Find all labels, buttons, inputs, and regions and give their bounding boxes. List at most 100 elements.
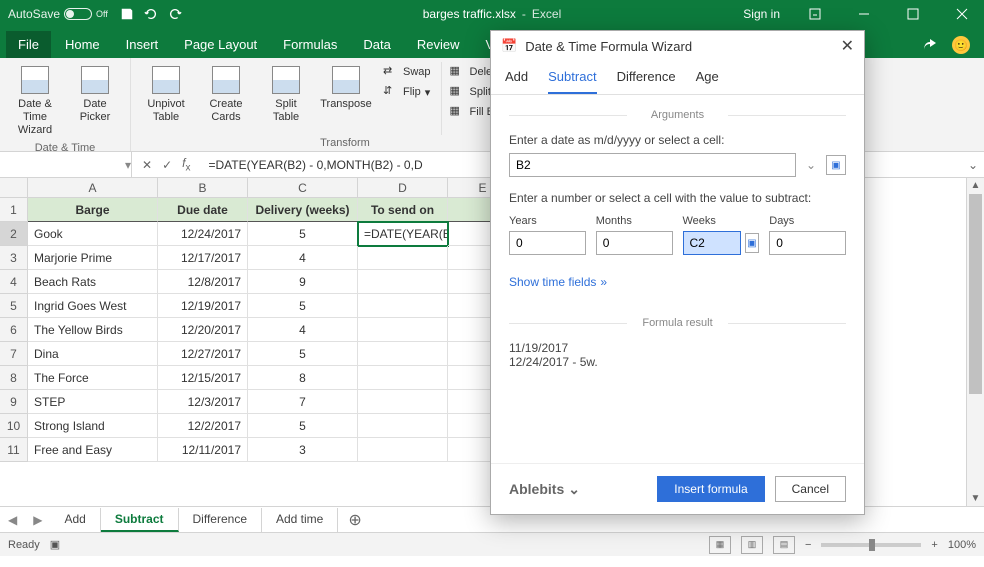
- split-table-button[interactable]: SplitTable: [259, 62, 313, 135]
- cell[interactable]: 5: [248, 222, 358, 246]
- sheet-tab[interactable]: Difference: [179, 508, 262, 532]
- cancel-formula-icon[interactable]: ✕: [142, 158, 152, 172]
- sign-in-link[interactable]: Sign in: [743, 7, 780, 21]
- header-cell[interactable]: Barge: [28, 198, 158, 222]
- cell[interactable]: 12/15/2017: [158, 366, 248, 390]
- cell[interactable]: 5: [248, 342, 358, 366]
- cell[interactable]: Marjorie Prime: [28, 246, 158, 270]
- date-time-wizard-button[interactable]: Date &Time Wizard: [8, 62, 62, 140]
- show-time-fields-link[interactable]: Show time fields »: [509, 275, 607, 289]
- cell[interactable]: Free and Easy: [28, 438, 158, 462]
- row-header[interactable]: 6: [0, 318, 28, 342]
- close-icon[interactable]: [939, 0, 984, 28]
- column-header[interactable]: C: [248, 178, 358, 198]
- date-picker-button[interactable]: DatePicker: [68, 62, 122, 140]
- undo-icon[interactable]: [144, 7, 158, 21]
- dropdown-icon[interactable]: ⌄: [802, 158, 820, 172]
- tab-file[interactable]: File: [6, 31, 51, 58]
- months-input[interactable]: [596, 231, 673, 255]
- tab-formulas[interactable]: Formulas: [271, 31, 349, 58]
- row-header[interactable]: 10: [0, 414, 28, 438]
- insert-formula-button[interactable]: Insert formula: [657, 476, 764, 502]
- select-all-button[interactable]: [0, 178, 28, 198]
- cell-reference-button[interactable]: ▣: [826, 155, 846, 175]
- cell[interactable]: [358, 366, 448, 390]
- wizard-tab-age[interactable]: Age: [696, 69, 719, 94]
- transpose-button[interactable]: Transpose: [319, 62, 373, 135]
- feedback-icon[interactable]: 🙂: [952, 36, 970, 54]
- sheet-tab[interactable]: Add: [50, 508, 100, 532]
- cell[interactable]: Beach Rats: [28, 270, 158, 294]
- cell[interactable]: 4: [248, 318, 358, 342]
- header-cell[interactable]: Due date: [158, 198, 248, 222]
- weeks-input[interactable]: [683, 231, 741, 255]
- cell[interactable]: [358, 390, 448, 414]
- sheet-nav-next-icon[interactable]: ▶: [25, 513, 50, 527]
- unpivot-button[interactable]: UnpivotTable: [139, 62, 193, 135]
- zoom-in-button[interactable]: +: [931, 539, 937, 551]
- cell[interactable]: 12/20/2017: [158, 318, 248, 342]
- cell[interactable]: Gook: [28, 222, 158, 246]
- cell[interactable]: 12/19/2017: [158, 294, 248, 318]
- row-header[interactable]: 4: [0, 270, 28, 294]
- tab-data[interactable]: Data: [351, 31, 402, 58]
- cell[interactable]: [358, 414, 448, 438]
- cell[interactable]: 12/11/2017: [158, 438, 248, 462]
- scroll-up-icon[interactable]: ▲: [967, 180, 984, 191]
- cell[interactable]: The Force: [28, 366, 158, 390]
- scroll-down-icon[interactable]: ▼: [967, 493, 984, 504]
- cell[interactable]: 9: [248, 270, 358, 294]
- cell[interactable]: 5: [248, 294, 358, 318]
- row-header[interactable]: 1: [0, 198, 28, 222]
- name-box[interactable]: ▾: [0, 152, 132, 177]
- cell[interactable]: 12/27/2017: [158, 342, 248, 366]
- save-icon[interactable]: [120, 7, 134, 21]
- column-header[interactable]: B: [158, 178, 248, 198]
- cell[interactable]: [358, 294, 448, 318]
- cell[interactable]: =DATE(YEAR(B2) - 0,M: [358, 222, 448, 246]
- row-header[interactable]: 3: [0, 246, 28, 270]
- formula-expand-icon[interactable]: ⌄: [962, 158, 984, 172]
- scroll-thumb[interactable]: [969, 194, 982, 394]
- tab-home[interactable]: Home: [53, 31, 112, 58]
- accept-formula-icon[interactable]: ✓: [162, 158, 172, 172]
- zoom-slider[interactable]: [821, 543, 921, 547]
- cell[interactable]: 7: [248, 390, 358, 414]
- cell[interactable]: 12/2/2017: [158, 414, 248, 438]
- autosave-toggle[interactable]: AutoSave Off: [8, 7, 108, 21]
- redo-icon[interactable]: [168, 7, 182, 21]
- sheet-tab[interactable]: Subtract: [101, 508, 179, 532]
- cell[interactable]: STEP: [28, 390, 158, 414]
- cell[interactable]: 12/17/2017: [158, 246, 248, 270]
- page-break-view-button[interactable]: ▤: [773, 536, 795, 554]
- cell[interactable]: [358, 342, 448, 366]
- date-input[interactable]: [509, 153, 796, 177]
- swap-button[interactable]: ⇄Swap: [383, 64, 431, 80]
- cancel-button[interactable]: Cancel: [775, 476, 846, 502]
- zoom-out-button[interactable]: −: [805, 539, 811, 551]
- normal-view-button[interactable]: ▦: [709, 536, 731, 554]
- cell[interactable]: 12/8/2017: [158, 270, 248, 294]
- sheet-nav-prev-icon[interactable]: ◀: [0, 513, 25, 527]
- macro-record-icon[interactable]: ▣: [50, 538, 60, 551]
- cell[interactable]: 4: [248, 246, 358, 270]
- maximize-icon[interactable]: [890, 0, 935, 28]
- column-header[interactable]: D: [358, 178, 448, 198]
- cell[interactable]: Strong Island: [28, 414, 158, 438]
- cell[interactable]: Dina: [28, 342, 158, 366]
- cell[interactable]: Ingrid Goes West: [28, 294, 158, 318]
- cell[interactable]: The Yellow Birds: [28, 318, 158, 342]
- row-header[interactable]: 8: [0, 366, 28, 390]
- ablebits-brand[interactable]: Ablebits ⌄: [509, 481, 580, 498]
- row-header[interactable]: 5: [0, 294, 28, 318]
- tab-review[interactable]: Review: [405, 31, 472, 58]
- cell[interactable]: [358, 270, 448, 294]
- cell[interactable]: 12/24/2017: [158, 222, 248, 246]
- weeks-ref-button[interactable]: ▣: [745, 233, 760, 253]
- flip-button[interactable]: ⇵Flip ▾: [383, 84, 431, 100]
- page-layout-view-button[interactable]: ▥: [741, 536, 763, 554]
- share-icon[interactable]: [922, 37, 938, 53]
- column-header[interactable]: A: [28, 178, 158, 198]
- add-sheet-button[interactable]: ⊕: [338, 510, 371, 530]
- create-cards-button[interactable]: CreateCards: [199, 62, 253, 135]
